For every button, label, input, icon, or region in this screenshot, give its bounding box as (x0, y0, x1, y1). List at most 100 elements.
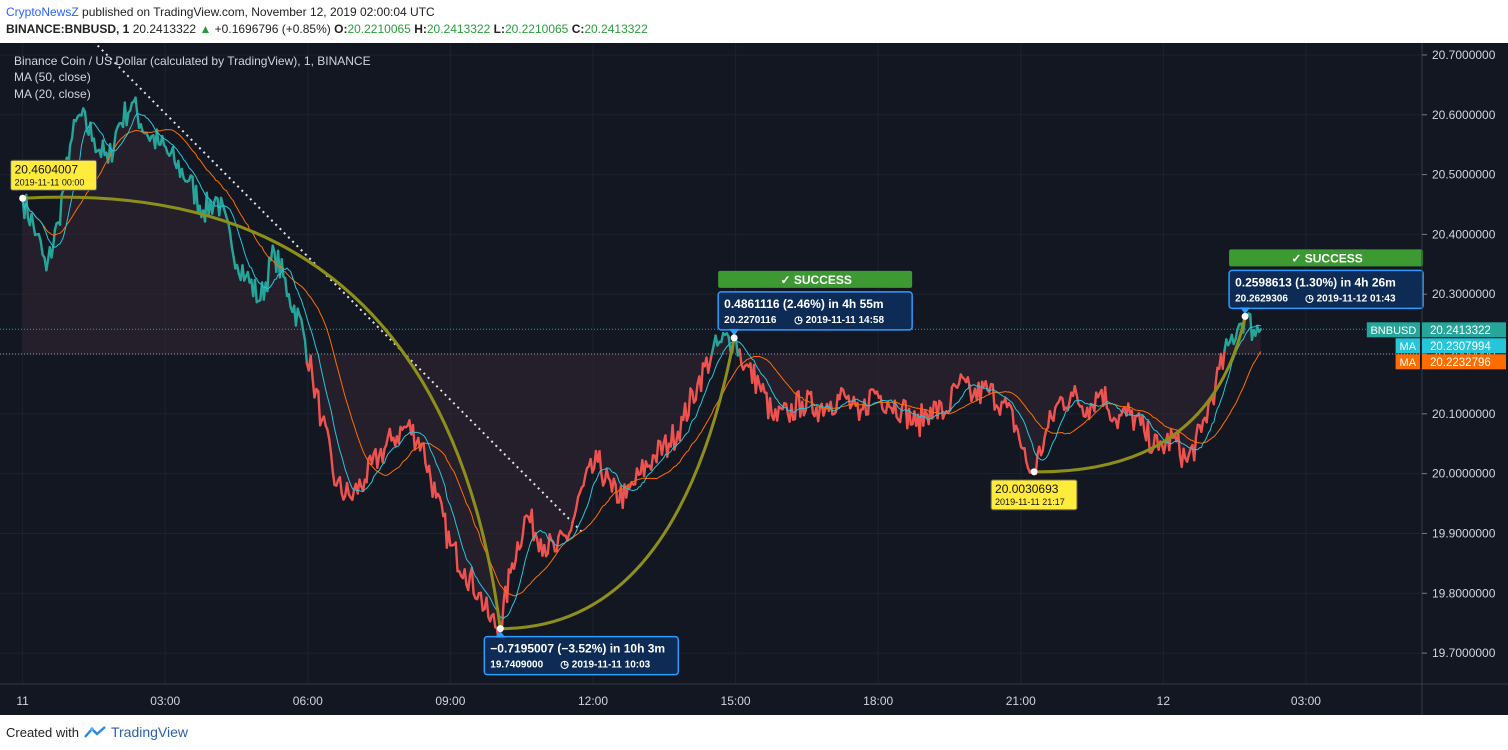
anchor-point (19, 194, 27, 202)
price-scale-value-box (1422, 322, 1506, 338)
price-scale-panel (1422, 43, 1508, 715)
price-segment (768, 397, 774, 417)
price-scale-tag: BNBUSD (1370, 325, 1416, 337)
price-segment (411, 423, 416, 451)
price-segment (427, 464, 432, 481)
price-segment (1066, 401, 1071, 411)
price-segment (1234, 328, 1239, 341)
price-segment (1214, 366, 1219, 386)
price-segment (351, 488, 356, 501)
price-segment (720, 331, 725, 344)
price-segment (1257, 328, 1262, 334)
legend-ma50: MA (50, close) (14, 70, 91, 84)
price-segment (338, 475, 343, 495)
brand-link[interactable]: CryptoNewsZ (6, 5, 79, 19)
legend-title: Binance Coin / US Dollar (calculated by … (14, 54, 371, 68)
price-scale-value: 20.2413322 (1430, 325, 1491, 337)
price-segment (381, 447, 386, 464)
price-segment (128, 101, 134, 112)
high-label: H: (414, 22, 427, 36)
price-segment (775, 405, 781, 422)
price-segment (70, 118, 76, 140)
price-segment (998, 400, 1003, 416)
y-tick-label: 20.7000000 (1432, 48, 1496, 62)
price-segment (134, 96, 139, 115)
close-label: C: (571, 22, 585, 36)
price-segment (543, 543, 548, 558)
publish-header: CryptoNewsZ published on TradingView.com… (6, 5, 435, 19)
price-segment (194, 184, 200, 214)
price-segment (1205, 402, 1210, 424)
tradingview-link[interactable]: TradingView (110, 724, 189, 740)
price-segment (328, 437, 333, 455)
price-segment (500, 599, 505, 630)
price-segment (89, 121, 94, 142)
price-segment (235, 263, 241, 276)
price-segment (45, 258, 50, 272)
price-segment (433, 481, 438, 499)
price-segment (51, 228, 57, 248)
x-tick-label: 09:00 (435, 694, 465, 708)
price-segment (241, 264, 246, 282)
callout-price: 20.2629306 (1235, 293, 1288, 304)
callout-date: ◷ 2019-11-11 14:58 (794, 315, 884, 326)
price-segment (463, 568, 468, 586)
callout-date: ◷ 2019-11-11 10:03 (560, 660, 650, 671)
callout-text: −0.7195007 (−3.52%) in 10h 3m (490, 642, 665, 656)
price-segment (447, 530, 452, 547)
price-segment (266, 256, 271, 293)
price-segment (376, 454, 381, 469)
price-segment (1011, 409, 1016, 433)
price-segment (58, 193, 63, 226)
price-segment (83, 110, 89, 132)
low-label: L: (493, 22, 505, 36)
price-segment (1200, 419, 1205, 433)
trendline (93, 43, 585, 535)
price-segment (991, 383, 996, 411)
y-tick-label: 20.3000000 (1432, 287, 1496, 301)
price-segment (171, 146, 176, 164)
price-segment (1018, 437, 1023, 449)
callout-box (717, 291, 913, 331)
price-segment (1061, 397, 1066, 411)
price-scale-tag-box (1366, 322, 1420, 338)
trend-line (93, 43, 585, 535)
anchor-point (1241, 312, 1249, 320)
price-segment (857, 408, 863, 422)
price-segment (219, 196, 225, 207)
open-value: 20.2210065 (347, 22, 411, 36)
price-segment (650, 454, 655, 471)
price-segment (467, 573, 472, 592)
price-segment (866, 389, 872, 416)
price-segment (155, 128, 160, 146)
price-segment (112, 130, 117, 150)
price-segment (365, 457, 370, 484)
x-tick-label: 03:00 (1291, 694, 1321, 708)
price-scale-value: 20.2232796 (1430, 357, 1491, 369)
price-segment (605, 467, 610, 480)
price-segment (326, 428, 331, 441)
arc-curve (1034, 316, 1247, 474)
price-segment (761, 382, 766, 394)
price-segment (303, 338, 309, 365)
price-segment (101, 139, 106, 157)
price-segment (125, 111, 130, 127)
price-area (22, 97, 1261, 641)
price-segment (530, 508, 535, 542)
x-tick-label: 12:00 (578, 694, 608, 708)
price-label-date: 2019-11-11 21:17 (995, 497, 1065, 507)
price-scale-tag-box (1395, 338, 1420, 354)
price-segment (37, 232, 42, 243)
footer: Created with TradingView (6, 724, 188, 740)
x-axis: 11 03:00 06:00 09:00 12:00 15:00 18:00 21:00 12 0… (16, 694, 1321, 708)
price-segment (301, 328, 307, 341)
price-segment (816, 406, 822, 423)
callout-price: 20.2270116 (724, 315, 777, 326)
price-segment (1093, 391, 1098, 413)
ma50-line (22, 129, 1262, 597)
price-segment (900, 398, 905, 410)
x-tick-label: 06:00 (293, 694, 323, 708)
price-scale-value-box (1422, 354, 1506, 370)
